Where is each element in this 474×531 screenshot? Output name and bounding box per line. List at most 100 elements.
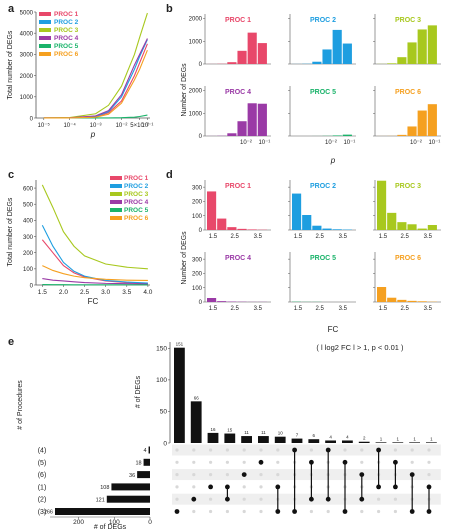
set-label: (4) (38, 448, 47, 455)
bar (332, 135, 342, 136)
mini-chart-title: PROC 3 (395, 183, 421, 190)
mini-chart-title: PROC 1 (225, 183, 251, 190)
y-axis-label: Number of DEGs (181, 231, 188, 285)
x-tick-label: 2.0 (59, 289, 68, 296)
intersection-bar (325, 440, 336, 443)
matrix-dot-active (426, 484, 432, 490)
mini-chart-title: PROC 3 (395, 17, 421, 24)
y-tick-label: 100 (156, 377, 167, 384)
set-size-bar (106, 495, 150, 503)
line-series-6 (42, 265, 148, 282)
bar (237, 228, 247, 230)
y-tick-label: 0 (199, 228, 203, 234)
y-tick-label: 50 (160, 409, 168, 416)
line-series-4 (42, 277, 148, 285)
matrix-dot-empty (410, 448, 414, 452)
bar (217, 301, 227, 302)
set-size-label: 4 (144, 448, 147, 454)
bar (417, 301, 427, 302)
legend-swatch (39, 52, 51, 56)
set-size-label: 121 (96, 497, 105, 503)
intersection-bar (274, 436, 286, 443)
bar (417, 110, 427, 136)
matrix-row-shade (172, 493, 441, 505)
mini-chart-title: PROC 6 (395, 89, 421, 96)
x-tick-label: 3.5 (122, 289, 131, 296)
x-tick-label: 3.5 (424, 306, 433, 312)
matrix-dot-active (225, 484, 230, 490)
mini-chart-3: PROC 3 1.5 2.5 3.5 (373, 180, 441, 240)
matrix-dot-empty (192, 509, 196, 514)
set-size-label: 36 (129, 473, 135, 479)
matrix-dot-empty (192, 485, 196, 489)
mini-chart-5: PROC 5 10⁻² 10⁻¹ (288, 86, 356, 146)
matrix-dot-empty (309, 448, 313, 452)
matrix-dot-active (241, 472, 247, 477)
line-series-1 (41, 239, 148, 284)
bar (342, 43, 352, 64)
intersection-bar (358, 441, 370, 443)
intersection-bar (409, 442, 420, 443)
intersection-bar-label: 7 (296, 433, 299, 438)
set-size-label: 266 (44, 510, 53, 516)
set-size-bar (55, 508, 150, 515)
x-tick-label: 1.5 (209, 234, 218, 240)
bar (427, 225, 437, 230)
matrix-dot-active (359, 472, 365, 477)
x-tick-label: 10⁻³ (90, 123, 102, 129)
y-tick-label: 0 (199, 62, 203, 68)
x-tick-label: 3.5 (254, 234, 263, 240)
matrix-dot-empty (242, 485, 246, 489)
intersection-bar-label: 151 (176, 342, 184, 347)
legend-label: PROC 3 (54, 27, 79, 34)
x-tick-label: 5×10⁻² (130, 123, 149, 129)
y-tick-label: 0 (199, 300, 203, 306)
matrix-dot-empty (225, 448, 229, 452)
intersection-bar (291, 438, 303, 443)
matrix-dot-empty (242, 460, 246, 464)
x-axis-label: FC (88, 297, 99, 306)
matrix-dot-active (275, 509, 281, 514)
bar (257, 103, 267, 136)
x-tick-label: 10⁻² (116, 123, 128, 129)
matrix-dot-empty (192, 473, 196, 477)
bar (397, 222, 407, 230)
bar (257, 43, 267, 64)
set-label: (1) (38, 484, 47, 491)
set-size-axis-label: # of DEGs (94, 524, 127, 531)
line-series-2 (41, 224, 148, 284)
y-tick-label: 0 (163, 440, 167, 447)
x-tick-label: 10⁻¹ (343, 140, 355, 146)
panel-letter-c: c (8, 169, 14, 181)
y-tick-label: 0 (30, 116, 34, 122)
intersection-bar-label: 15 (227, 428, 233, 433)
matrix-dot-empty (377, 497, 381, 501)
y-tick-label: 2000 (189, 89, 203, 95)
x-axis-label: p (330, 156, 336, 165)
intersection-bar (207, 432, 219, 443)
legend-swatch (110, 200, 122, 204)
intersection-bar (190, 401, 202, 443)
mini-chart-2: PROC 2 (288, 14, 356, 65)
x-tick-label: 3.5 (339, 306, 348, 312)
y-axis-label: # of DEGs (135, 375, 142, 408)
intersection-bar (392, 442, 404, 443)
bar (417, 228, 427, 230)
x-tick-label: 1.5 (379, 234, 388, 240)
bar (377, 180, 387, 230)
bar (207, 298, 217, 302)
intersection-bar-label: 1 (413, 436, 416, 441)
bar (332, 29, 342, 65)
bar (312, 61, 322, 64)
intersection-bar-label: 66 (194, 395, 200, 400)
y-tick-label: 100 (23, 267, 34, 273)
mini-chart-5: PROC 5 1.5 2.5 3.5 (288, 252, 356, 312)
bar (237, 50, 247, 64)
y-axis-label: Number of DEGs (181, 63, 188, 117)
bar (247, 103, 257, 136)
legend-swatch (39, 28, 51, 32)
intersection-bar (224, 433, 236, 443)
x-tick-label: 2.5 (401, 234, 410, 240)
panel-letter-e: e (8, 336, 14, 348)
x-tick-label: 2.5 (316, 306, 325, 312)
